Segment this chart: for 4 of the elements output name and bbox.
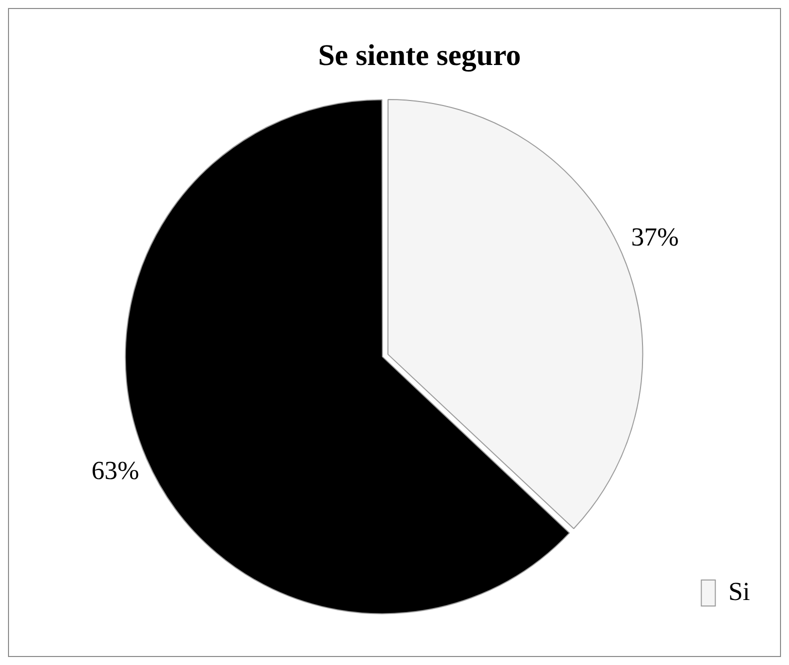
legend-label: Si [728, 576, 750, 606]
chart-title: Se siente seguro [318, 38, 521, 72]
data-label: 37% [631, 222, 679, 252]
data-label: 63% [92, 456, 140, 486]
